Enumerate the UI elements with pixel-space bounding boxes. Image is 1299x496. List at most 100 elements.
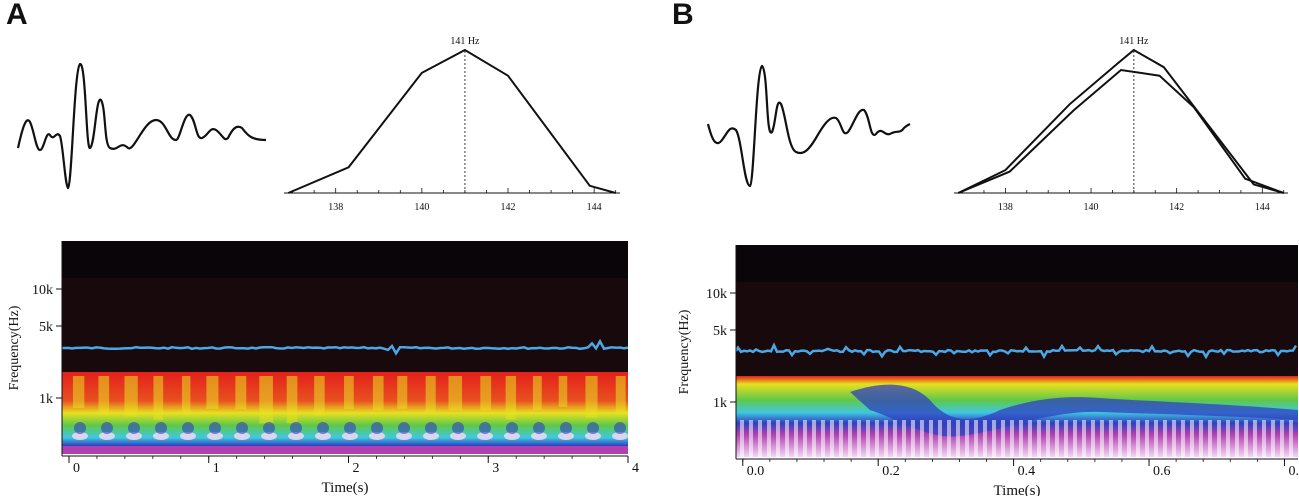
spectrogram-b-stripe xyxy=(1073,420,1077,457)
spectrogram-a-pulse-blob xyxy=(612,432,628,440)
spectrogram-b-stripe xyxy=(1271,420,1275,457)
spectrogram-a-pulse-core xyxy=(209,422,221,434)
spectrogram-b-stripe xyxy=(794,420,798,457)
spectrogram-a-pulse-core xyxy=(398,422,410,434)
spectrogram-a-pulse-column xyxy=(235,376,247,410)
spectrogram-a-pulse-blob xyxy=(234,432,250,440)
spectrogram-a-x-label: Time(s) xyxy=(322,480,369,496)
spectrogram-b-tonal-line xyxy=(736,342,1298,360)
spectrogram-b-stripe xyxy=(1280,420,1284,457)
spectrogram-a-pulse-column xyxy=(532,376,542,411)
waveform-b xyxy=(706,64,911,188)
spectrogram-b-noise-band xyxy=(736,282,1298,378)
spectrum-b-series-line xyxy=(957,68,1285,194)
spectrogram-b-stripe xyxy=(1046,420,1050,457)
spectrogram-a-pulse-column xyxy=(206,376,219,409)
spectrogram-a-pulse-blob xyxy=(585,432,601,440)
spectrogram-b-stripe xyxy=(1064,420,1068,457)
spectrogram-b-stripe xyxy=(776,420,780,457)
spectrogram-a-pulse-blob xyxy=(450,432,466,440)
spectrogram-a-tonal-line xyxy=(62,338,628,356)
spectrogram-b-stripe xyxy=(830,420,834,457)
spectrogram-a-pulse-blob xyxy=(477,432,493,440)
spectrogram-a-pulse-blob xyxy=(153,432,169,440)
spectrogram-b-stripe xyxy=(947,420,951,457)
spectrogram-b-stripe xyxy=(902,420,906,457)
spectrogram-b-stripe xyxy=(1109,420,1113,457)
spectrogram-a-low-band xyxy=(62,446,628,454)
spectrogram-b-stripe xyxy=(1019,420,1023,457)
panel-label-a: A xyxy=(6,0,28,31)
spectrogram-a-pulse-blob xyxy=(558,432,574,440)
spectrum-a-peak-label: 141 Hz xyxy=(450,36,480,47)
spectrogram-b-stripe xyxy=(911,420,915,457)
spectrogram-b-x-tick-label: 0.8 xyxy=(1288,464,1299,479)
spectrogram-b-stripe xyxy=(974,420,978,457)
spectrogram-b-x-tick-label: 0.0 xyxy=(747,464,765,479)
spectrogram-b-stripe xyxy=(839,420,843,457)
spectrogram-a-pulse-core xyxy=(155,422,167,434)
spectrogram-b-y-label: Frequency(Hz) xyxy=(677,309,692,394)
spectrogram-b-stripe xyxy=(1082,420,1086,457)
spectrogram-a-pulse-column xyxy=(98,376,110,416)
spectrogram-b-x-label: Time(s) xyxy=(994,483,1041,496)
spectrum-b-peak-label: 141 Hz xyxy=(1119,36,1149,47)
spectrogram-a-x-tick-label: 4 xyxy=(632,461,639,476)
spectrogram-a-pulse-core xyxy=(101,422,113,434)
spectrum-a: 138 140 142 144 141 Hz xyxy=(284,36,620,213)
spectrogram-a-pulse-column xyxy=(425,376,436,413)
spectrogram-b-stripe xyxy=(956,420,960,457)
spectrogram-a-pulse-blob xyxy=(315,432,331,440)
spectrogram-a-x-tick-label: 0 xyxy=(73,461,80,476)
spectrum-b: 138 140 142 144 141 Hz xyxy=(954,36,1288,213)
spectrogram-a-pulse-column xyxy=(615,376,626,414)
spectrogram-b: 10k 5k 1k 0.0 0.2 0.4 0.6 0.8 Frequency(Hz) Ti… xyxy=(677,245,1299,496)
spectrum-b-tick-label: 140 xyxy=(1084,202,1099,213)
spectrum-a-tick-label: 144 xyxy=(587,202,602,213)
spectrogram-a-pulse-core xyxy=(263,422,275,434)
spectrogram-a-pulse-core xyxy=(290,422,302,434)
spectrogram-b-stripe xyxy=(1172,420,1176,457)
spectrogram-b-stripe xyxy=(812,420,816,457)
spectrogram-a-pulse-column xyxy=(448,376,463,411)
spectrogram-b-stripe xyxy=(1262,420,1266,457)
spectrogram-a-pulse-core xyxy=(614,422,626,434)
spectrogram-a-pulse-blob xyxy=(72,432,88,440)
spectrogram-a-pulse-blob xyxy=(396,432,412,440)
spectrogram-a-pulse-column xyxy=(480,376,492,411)
spectrogram-b-stripe xyxy=(875,420,879,457)
spectrogram-a-pulse-column xyxy=(505,376,517,420)
spectrogram-b-stripe xyxy=(1208,420,1212,457)
spectrum-b-tick-label: 144 xyxy=(1255,202,1270,213)
spectrogram-b-stripe xyxy=(992,420,996,457)
spectrum-a-series-line xyxy=(287,48,616,194)
spectrogram-b-stripe xyxy=(1127,420,1131,457)
spectrogram-b-stripe xyxy=(1163,420,1167,457)
spectrogram-a-pulse-core xyxy=(425,422,437,434)
spectrogram-b-stripe xyxy=(1226,420,1230,457)
spectrogram-b-x-tick-label: 0.2 xyxy=(882,464,900,479)
spectrogram-b-y-tick-label: 10k xyxy=(706,287,727,302)
spectrogram-a-y-tick-label: 1k xyxy=(39,392,53,407)
spectrum-b-series-line xyxy=(957,48,1284,194)
spectrogram-a-pulse-column xyxy=(344,376,354,410)
spectrogram-a-pulse-blob xyxy=(504,432,520,440)
spectrogram-a-pulse-column xyxy=(585,376,598,418)
spectrogram-b-stripe xyxy=(965,420,969,457)
spectrogram-a-noise-band xyxy=(62,278,628,373)
spectrum-b-tick-label: 138 xyxy=(998,202,1013,213)
spectrogram-b-y-tick-label: 5k xyxy=(713,324,727,339)
spectrogram-a-pulse-core xyxy=(128,422,140,434)
spectrogram-a-pulse-column xyxy=(558,376,568,407)
spectrogram-b-stripe xyxy=(929,420,933,457)
spectrogram-b-stripe xyxy=(866,420,870,457)
spectrogram-b-stripe xyxy=(938,420,942,457)
spectrogram-b-stripe xyxy=(1289,420,1293,457)
spectrogram-a-pulse-core xyxy=(74,422,86,434)
spectrogram-b-stripe xyxy=(848,420,852,457)
spectrogram-a-x-tick-label: 1 xyxy=(213,461,220,476)
spectrogram-b-stripe xyxy=(740,420,744,457)
spectrogram-a-pulse-column xyxy=(124,376,138,417)
spectrogram-a-x-tick-label: 3 xyxy=(492,461,499,476)
spectrogram-a-pulse-core xyxy=(344,422,356,434)
